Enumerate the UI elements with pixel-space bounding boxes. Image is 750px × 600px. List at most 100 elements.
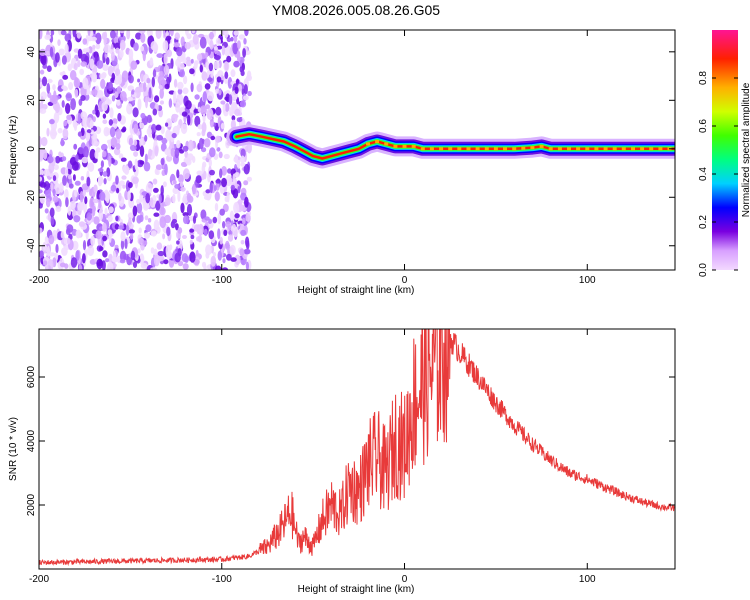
noise-speck [95, 230, 102, 240]
ridge-peak-mark [585, 147, 590, 151]
noise-speck [157, 255, 165, 262]
ridge-peak-mark [576, 147, 581, 151]
noise-speck [74, 189, 78, 198]
noise-speck [90, 235, 96, 246]
noise-speck [115, 128, 122, 140]
noise-speck [68, 82, 74, 90]
noise-speck [177, 260, 184, 267]
noise-speck [224, 71, 229, 79]
noise-speck [58, 48, 65, 56]
noise-speck [132, 205, 138, 217]
noise-speck [203, 263, 207, 270]
noise-speck [61, 100, 65, 108]
noise-speck [243, 163, 250, 175]
noise-speck [213, 185, 217, 192]
noise-speck [216, 76, 222, 83]
noise-speck [67, 174, 72, 180]
noise-speck [124, 238, 128, 250]
noise-speck [227, 234, 234, 242]
noise-speck [246, 176, 252, 182]
noise-speck [55, 155, 61, 164]
noise-speck [75, 154, 79, 163]
noise-speck [196, 224, 200, 235]
noise-speck [102, 250, 108, 258]
noise-speck [191, 104, 196, 109]
ridge-peak-mark [493, 147, 498, 151]
noise-speck [47, 78, 53, 84]
noise-speck [154, 145, 159, 157]
noise-speck [227, 168, 232, 174]
noise-speck [135, 32, 142, 40]
noise-speck [138, 30, 146, 34]
noise-speck [150, 230, 157, 237]
noise-speck [97, 176, 104, 185]
noise-speck [105, 57, 110, 65]
noise-speck [163, 64, 170, 75]
ridge-peak-mark [429, 147, 434, 151]
noise-speck [65, 166, 69, 177]
noise-speck [65, 92, 73, 102]
noise-speck [210, 135, 216, 141]
noise-speck [207, 77, 213, 82]
noise-speck [215, 37, 221, 46]
noise-speck [236, 117, 243, 123]
noise-speck [207, 91, 215, 102]
snr-frame [38, 328, 676, 570]
noise-speck [95, 43, 101, 50]
noise-speck [96, 258, 103, 270]
noise-speck [128, 74, 134, 84]
noise-speck [119, 180, 125, 186]
noise-speck [39, 136, 42, 148]
x-tick-label: 0 [402, 275, 408, 286]
noise-speck [177, 190, 181, 202]
noise-speck [132, 176, 139, 184]
noise-speck [199, 64, 203, 73]
noise-speck [210, 255, 217, 267]
noise-speck [87, 30, 91, 37]
noise-speck [153, 187, 159, 193]
noise-speck [176, 240, 180, 245]
noise-speck [139, 137, 144, 148]
noise-speck [224, 61, 229, 71]
noise-speck [78, 221, 86, 227]
noise-speck [242, 48, 247, 58]
noise-speck [73, 143, 78, 150]
noise-speck [135, 87, 141, 99]
noise-speck [192, 215, 197, 224]
noise-speck [176, 93, 181, 100]
noise-speck [41, 53, 47, 66]
noise-speck [220, 76, 225, 81]
noise-speck [108, 253, 113, 264]
noise-speck [117, 112, 122, 122]
ridge-peak-mark [539, 144, 544, 148]
noise-speck [182, 263, 189, 270]
noise-speck [72, 30, 77, 38]
noise-speck [140, 32, 146, 44]
noise-speck [139, 160, 145, 165]
noise-speck [67, 63, 73, 72]
noise-speck [172, 187, 179, 195]
noise-speck [52, 84, 56, 91]
noise-speck [50, 215, 55, 226]
noise-speck [208, 218, 213, 224]
noise-speck [219, 168, 223, 179]
noise-speck [50, 182, 54, 191]
spectrogram-frame [38, 29, 676, 271]
noise-speck [205, 61, 210, 70]
noise-speck [149, 197, 154, 207]
noise-speck [70, 257, 78, 268]
noise-speck [205, 244, 212, 256]
ridge-peak-mark [366, 142, 370, 146]
noise-speck [73, 215, 81, 223]
ridge-peak-mark [448, 147, 453, 151]
noise-speck [150, 267, 158, 270]
noise-speck [247, 90, 252, 97]
colorbar-tick-label: 0.8 [698, 71, 709, 85]
noise-speck [165, 122, 169, 127]
noise-speck [218, 89, 222, 96]
noise-speck [39, 169, 44, 176]
noise-speck [232, 188, 239, 199]
noise-speck [189, 239, 193, 245]
noise-speck [58, 151, 62, 157]
